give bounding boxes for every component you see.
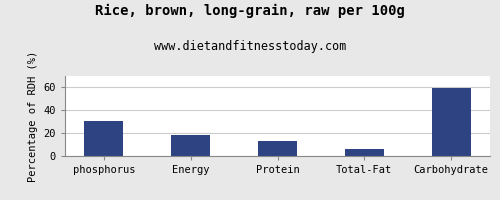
Bar <box>432 88 470 156</box>
Bar <box>258 141 297 156</box>
Bar <box>171 135 210 156</box>
Bar <box>345 149 384 156</box>
Bar <box>84 121 124 156</box>
Text: www.dietandfitnesstoday.com: www.dietandfitnesstoday.com <box>154 40 346 53</box>
Text: Rice, brown, long-grain, raw per 100g: Rice, brown, long-grain, raw per 100g <box>95 4 405 18</box>
Y-axis label: Percentage of RDH (%): Percentage of RDH (%) <box>28 50 38 182</box>
